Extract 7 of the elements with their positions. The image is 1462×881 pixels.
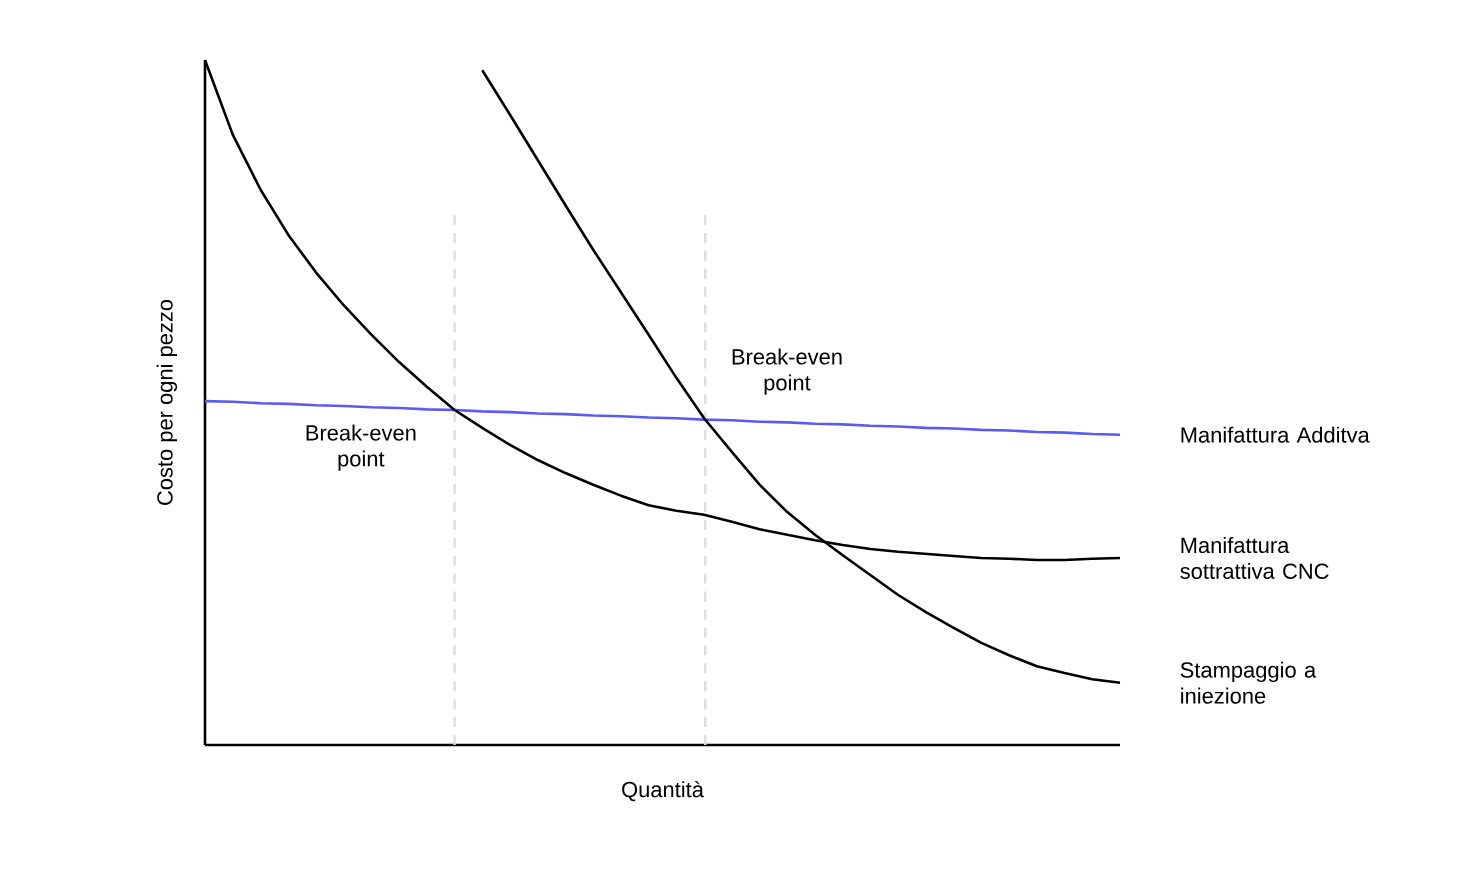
text: Manifattura Additva	[1181, 426, 1370, 443]
x-axis-title: Quantità	[622, 780, 704, 802]
annotation: Break-even point	[306, 424, 416, 471]
text: Manifattura sottrattiva CNC	[1180, 537, 1329, 579]
text: Stampaggio a iniezione	[1180, 661, 1317, 704]
annotation: Break-even point	[732, 348, 842, 395]
y-axis-title: Costo per ogni pezzo	[156, 299, 178, 505]
